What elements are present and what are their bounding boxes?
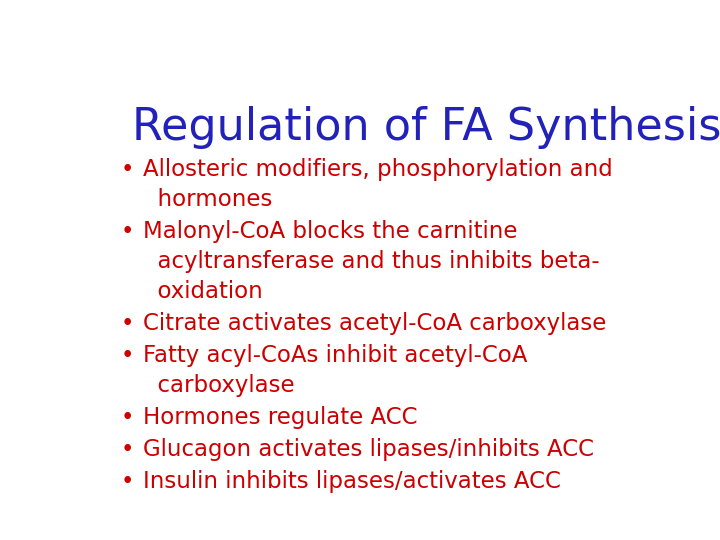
Text: acyltransferase and thus inhibits beta-: acyltransferase and thus inhibits beta- [143,250,600,273]
Text: •: • [121,158,134,181]
Text: •: • [121,438,134,461]
Text: Hormones regulate ACC: Hormones regulate ACC [143,406,418,429]
Text: oxidation: oxidation [143,280,263,303]
Text: •: • [121,406,134,429]
Text: •: • [121,312,134,335]
Text: •: • [121,470,134,493]
Text: •: • [121,344,134,367]
Text: Glucagon activates lipases/inhibits ACC: Glucagon activates lipases/inhibits ACC [143,438,594,461]
Text: Regulation of FA Synthesis: Regulation of FA Synthesis [132,106,720,150]
Text: hormones: hormones [143,188,272,211]
Text: carboxylase: carboxylase [143,374,294,397]
Text: Malonyl-CoA blocks the carnitine: Malonyl-CoA blocks the carnitine [143,220,518,244]
Text: •: • [121,220,134,244]
Text: Allosteric modifiers, phosphorylation and: Allosteric modifiers, phosphorylation an… [143,158,613,181]
Text: Insulin inhibits lipases/activates ACC: Insulin inhibits lipases/activates ACC [143,470,561,493]
Text: Fatty acyl-CoAs inhibit acetyl-CoA: Fatty acyl-CoAs inhibit acetyl-CoA [143,344,527,367]
Text: Citrate activates acetyl-CoA carboxylase: Citrate activates acetyl-CoA carboxylase [143,312,606,335]
